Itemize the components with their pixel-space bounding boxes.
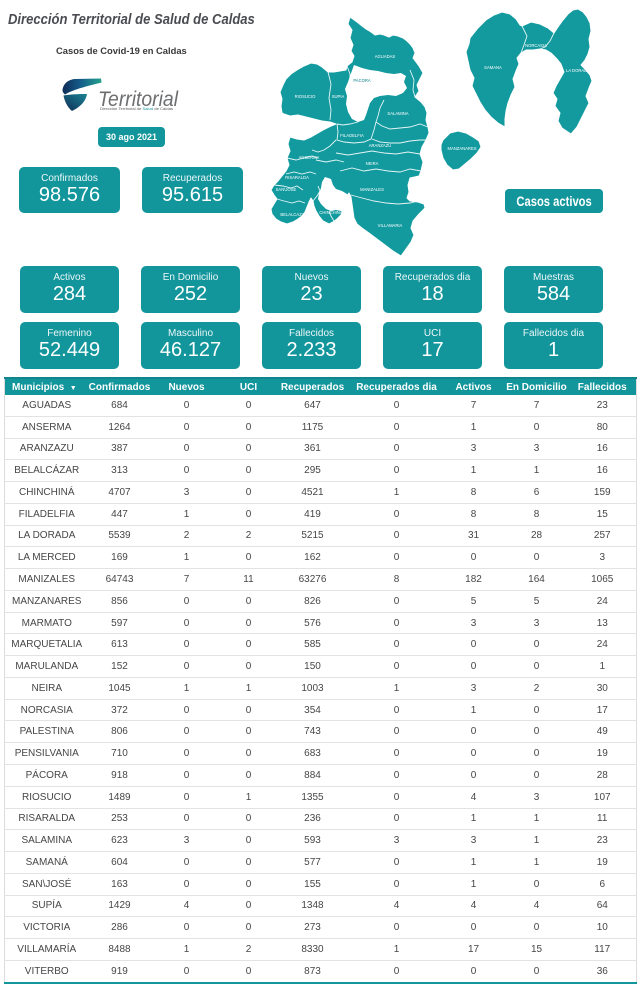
svg-text:PACORA: PACORA — [353, 78, 371, 83]
svg-text:NORCASIA: NORCASIA — [525, 43, 547, 48]
svg-text:SAMANA: SAMANA — [484, 65, 502, 70]
svg-text:MANIZALES: MANIZALES — [360, 187, 384, 192]
svg-text:FILADELFIA: FILADELFIA — [340, 133, 364, 138]
svg-text:Territorial: Territorial — [98, 88, 179, 111]
svg-text:LA DORADA: LA DORADA — [566, 68, 590, 73]
svg-text:RIOSUCIO: RIOSUCIO — [295, 94, 316, 99]
svg-text:BELALCAZAR: BELALCAZAR — [280, 212, 307, 217]
svg-text:Dirección Territorial de Salud: Dirección Territorial de Salud de Caldas — [100, 107, 173, 111]
svg-text:ARANZAZU: ARANZAZU — [369, 143, 392, 148]
svg-text:NEIRA: NEIRA — [366, 161, 379, 166]
svg-text:SAN\JOSE: SAN\JOSE — [276, 187, 297, 192]
svg-text:CHINCHINA: CHINCHINA — [319, 210, 342, 215]
svg-text:AGUADAS: AGUADAS — [375, 54, 396, 59]
svg-text:SUPIA: SUPIA — [332, 94, 345, 99]
svg-text:RISARALDA: RISARALDA — [285, 175, 309, 180]
svg-text:ANSERMA: ANSERMA — [299, 155, 320, 160]
svg-text:VILLAMARIA: VILLAMARIA — [378, 223, 403, 228]
svg-text:MANZANARES: MANZANARES — [447, 146, 476, 151]
svg-text:SALAMINA: SALAMINA — [387, 111, 408, 116]
